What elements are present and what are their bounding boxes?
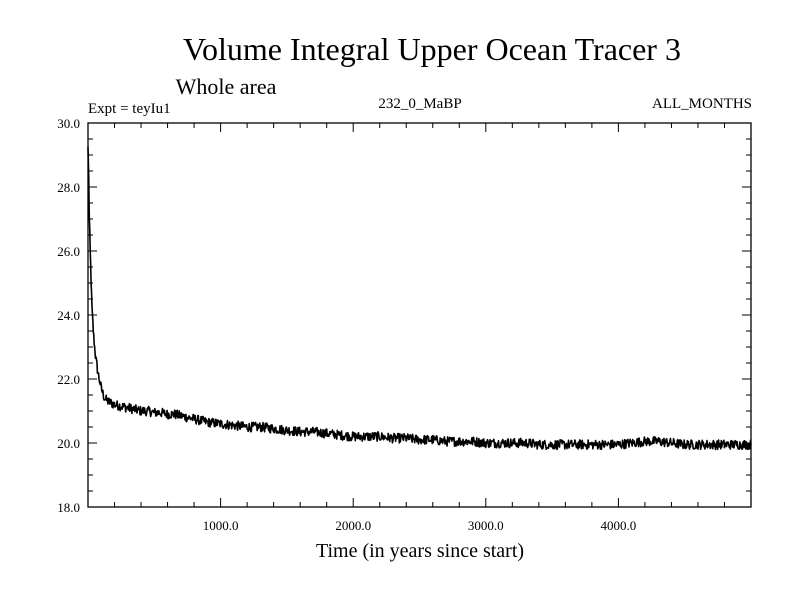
x-axis-label: Time (in years since start) [316,540,524,562]
y-tick-label: 24.0 [57,308,80,323]
months-label: ALL_MONTHS [652,96,752,112]
y-tick-label: 28.0 [57,180,80,195]
y-axis: 18.0 20.0 22.0 24.0 26.0 28.0 30.0 [57,116,751,515]
chart-subtitle: Whole area [176,74,277,99]
y-tick-label: 30.0 [57,116,80,131]
y-tick-label: 22.0 [57,372,80,387]
x-tick-label: 1000.0 [203,518,239,533]
x-axis: 1000.0 2000.0 3000.0 4000.0 [114,123,725,533]
x-tick-label: 2000.0 [335,518,371,533]
series-line-0 [87,147,752,451]
y-tick-label: 18.0 [57,500,80,515]
y-tick-label: 20.0 [57,436,80,451]
series-layer [87,147,752,451]
x-tick-label: 4000.0 [601,518,637,533]
run-label: 232_0_MaBP [378,96,461,112]
chart-title: Volume Integral Upper Ocean Tracer 3 [183,31,681,67]
y-tick-label: 26.0 [57,244,80,259]
experiment-label: Expt = teyIu1 [88,101,171,117]
x-tick-label: 3000.0 [468,518,504,533]
plot-frame [87,122,752,508]
